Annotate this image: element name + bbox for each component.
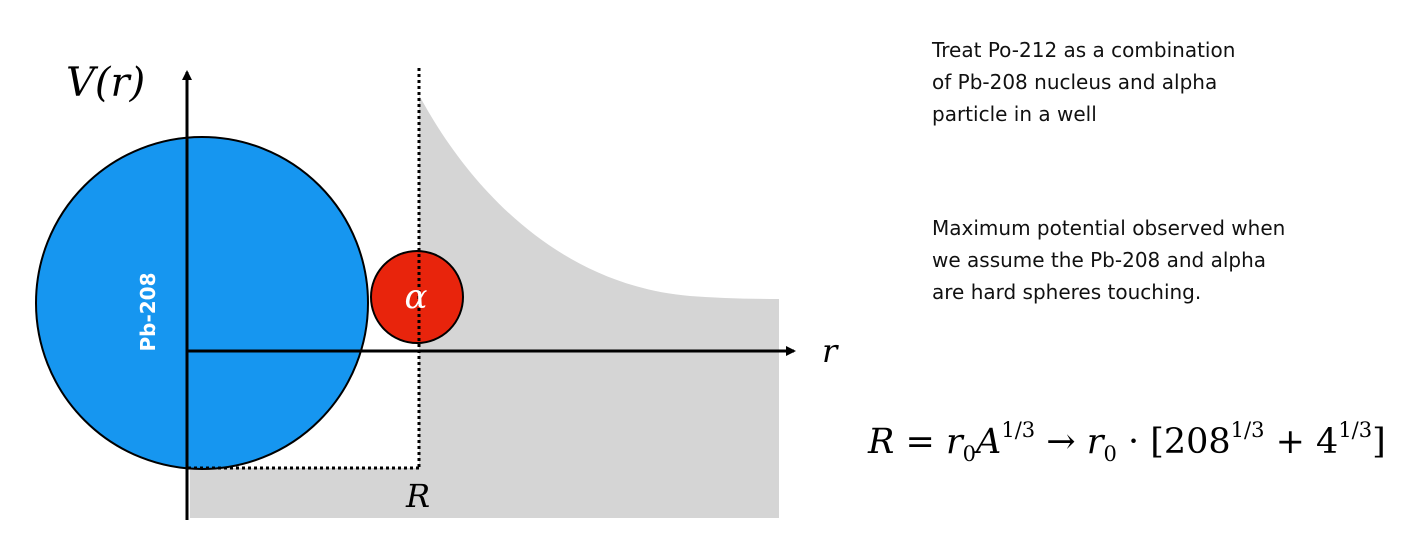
formula-dot-bracket: · [ [1116, 422, 1164, 462]
formula-r0-b: r [1086, 422, 1104, 462]
formula-close-bracket: ] [1372, 422, 1386, 462]
formula-a-exp: 1/3 [1001, 418, 1036, 442]
formula-arrow: → [1035, 422, 1087, 462]
alpha-label: α [405, 277, 428, 317]
formula-a-var: A [976, 422, 1002, 462]
formula-exp-2: 1/3 [1338, 418, 1373, 442]
formula-exp-1: 1/3 [1230, 418, 1265, 442]
formula-r0-b-sub: 0 [1103, 442, 1117, 466]
formula-r0-a: r [945, 422, 963, 462]
potential-region [190, 95, 779, 518]
radius-formula: R = r0A1/3 → r0 · [2081/3 + 41/3] [868, 418, 1386, 466]
alpha-particle [370, 250, 464, 344]
formula-lhs: R [868, 422, 895, 462]
x-axis-label: r [822, 332, 839, 370]
nucleus-label: Pb-208 [136, 272, 160, 351]
formula-r0-a-sub: 0 [962, 442, 977, 466]
formula-equals: = [894, 422, 946, 462]
pb208-nucleus [35, 136, 369, 470]
radius-label: R [405, 477, 430, 515]
formula-base-1: 208 [1163, 422, 1231, 462]
y-axis-label: V(r) [66, 60, 145, 106]
note-paragraph-1: Treat Po-212 as a combination of Pb-208 … [932, 38, 1236, 126]
formula-base-2: 4 [1316, 422, 1339, 462]
note-paragraph-2: Maximum potential observed when we assum… [932, 216, 1286, 304]
formula-plus: + [1264, 422, 1317, 462]
